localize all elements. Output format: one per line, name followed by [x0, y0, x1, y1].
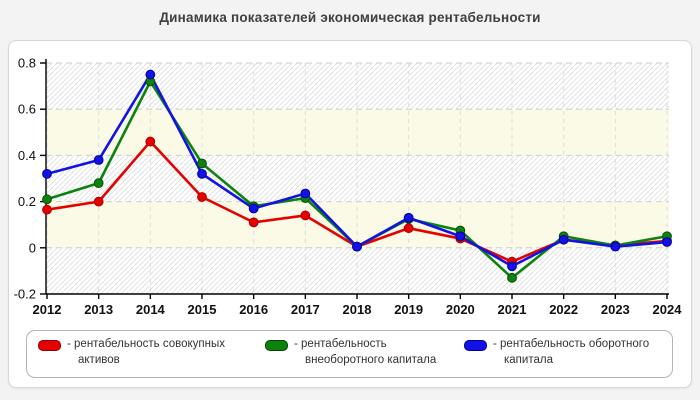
legend-item-working-capital: - рентабельность оборотного капитала: [464, 337, 649, 368]
svg-text:0: 0: [29, 240, 36, 255]
svg-text:2014: 2014: [136, 302, 166, 317]
line-chart: -0.2 0 0.2 0.4 0.6 0.8 2012 2013 2014 2015 2016 201…: [14, 56, 683, 318]
legend-label: активов: [78, 353, 120, 366]
svg-text:2018: 2018: [343, 302, 372, 317]
legend-label: - рентабельность оборотного: [493, 338, 650, 350]
svg-text:2013: 2013: [84, 302, 113, 317]
legend-item-total-assets: - рентабельность совокупных активов: [38, 337, 225, 368]
svg-text:2017: 2017: [291, 302, 320, 317]
legend-swatch-blue: [464, 340, 487, 351]
svg-text:2022: 2022: [549, 302, 578, 317]
svg-text:0.4: 0.4: [18, 148, 36, 163]
chart-title: Динамика показателей экономическая рента…: [159, 10, 541, 25]
svg-text:2023: 2023: [601, 302, 630, 317]
svg-text:2024: 2024: [653, 302, 683, 317]
legend-label: - рентабельность совокупных: [67, 338, 225, 350]
svg-text:2012: 2012: [33, 302, 62, 317]
chart-panel: -0.2 0 0.2 0.4 0.6 0.8 2012 2013 2014 2015 2016 201…: [8, 40, 692, 388]
svg-text:0.6: 0.6: [18, 102, 36, 117]
svg-text:2020: 2020: [446, 302, 475, 317]
svg-text:2019: 2019: [394, 302, 423, 317]
legend-label: - рентабельность: [294, 338, 387, 350]
svg-text:2016: 2016: [239, 302, 268, 317]
legend-swatch-green: [265, 340, 288, 351]
legend-label: внеоборотного капитала: [305, 353, 437, 366]
legend-box: - рентабельность совокупных активов - ре…: [26, 330, 673, 378]
legend-swatch-red: [38, 340, 61, 351]
svg-text:0.2: 0.2: [18, 194, 36, 209]
svg-text:2015: 2015: [188, 302, 217, 317]
legend-item-noncurrent-capital: - рентабельность внеоборотного капитала: [265, 337, 436, 368]
svg-text:-0.2: -0.2: [14, 287, 36, 302]
svg-text:2021: 2021: [498, 302, 527, 317]
legend-label: капитала: [504, 353, 553, 366]
svg-text:0.8: 0.8: [18, 56, 36, 71]
